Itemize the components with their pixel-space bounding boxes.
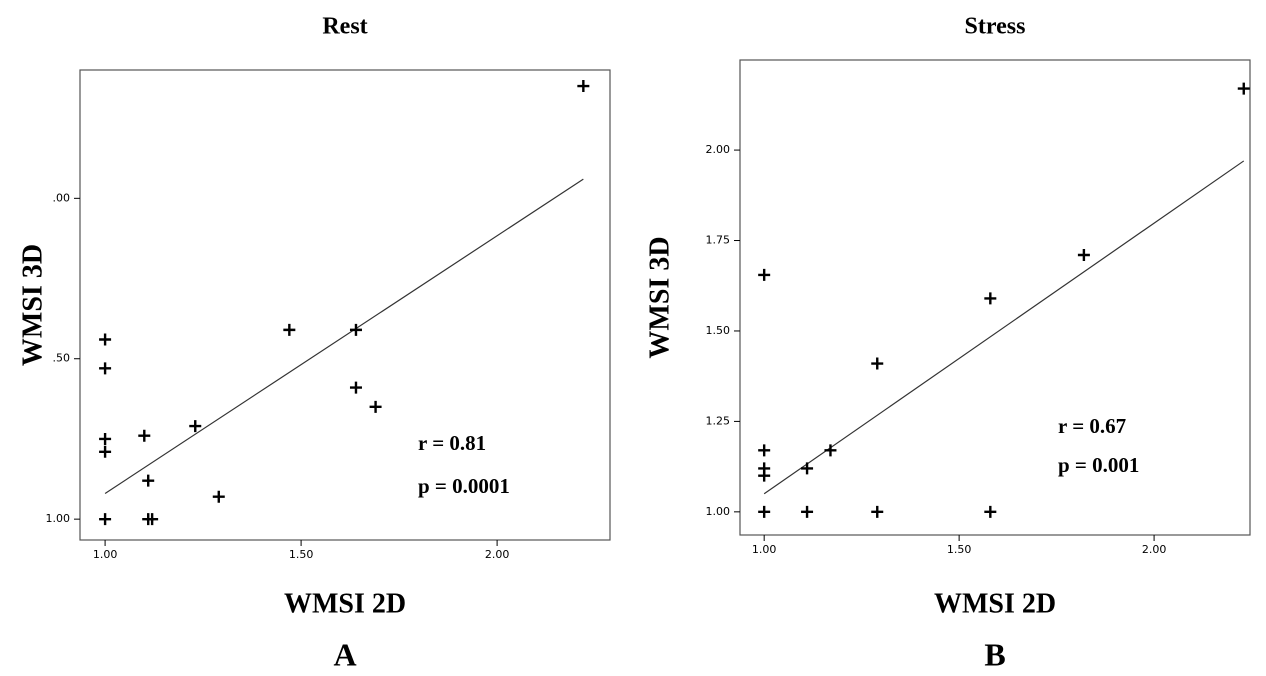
y-tick-label: .50 [53,352,71,365]
plot-frame [79,69,611,541]
point [758,469,771,482]
x-axis-label: WMSI 2D [934,588,1056,619]
chart-title: Rest [322,14,367,40]
annotation: r = 0.81 [418,431,486,455]
point [99,432,112,445]
point [283,323,296,336]
y-tick-label: 2.00 [706,143,731,156]
point [212,490,225,503]
y-tick-label: 1.00 [706,505,731,518]
y-tick-label: 1.25 [706,414,731,427]
y-tick-label: 1.50 [706,324,731,337]
panel-label: A [333,636,356,672]
y-axis-label: WMSI 3D [17,244,48,366]
point [99,333,112,346]
plot-frame [739,59,1251,536]
x-tick-label: 2.00 [485,548,510,561]
point [189,420,202,433]
point [801,462,814,475]
point [369,400,382,413]
x-tick-label: 1.00 [752,543,777,556]
point [99,445,112,458]
point [142,474,155,487]
y-tick-label: 1.75 [706,234,731,247]
point [984,292,997,305]
annotation: p = 0.001 [1058,453,1139,477]
x-tick-label: 1.00 [93,548,118,561]
panel-label: B [984,636,1005,672]
point [824,444,837,457]
point [99,513,112,526]
point [1077,248,1090,261]
y-tick-label: 1.00 [46,512,71,525]
point [138,429,151,442]
fit-line [763,160,1245,495]
x-axis-label: WMSI 2D [284,588,406,619]
point [577,80,590,93]
y-tick-label: .00 [53,191,71,204]
annotation: r = 0.67 [1058,414,1126,438]
point [801,505,814,518]
annotation: p = 0.0001 [418,474,510,498]
y-axis-label: WMSI 3D [644,236,675,358]
x-tick-label: 1.50 [947,543,972,556]
chart-title: Stress [965,14,1026,40]
point [99,362,112,375]
point [758,505,771,518]
point [758,268,771,281]
fit-line [104,178,584,494]
point [758,444,771,457]
x-tick-label: 1.50 [289,548,314,561]
point [871,357,884,370]
point [871,505,884,518]
point [349,381,362,394]
point [349,323,362,336]
x-tick-label: 2.00 [1142,543,1167,556]
point [146,513,159,526]
point [984,505,997,518]
point [1237,82,1250,95]
